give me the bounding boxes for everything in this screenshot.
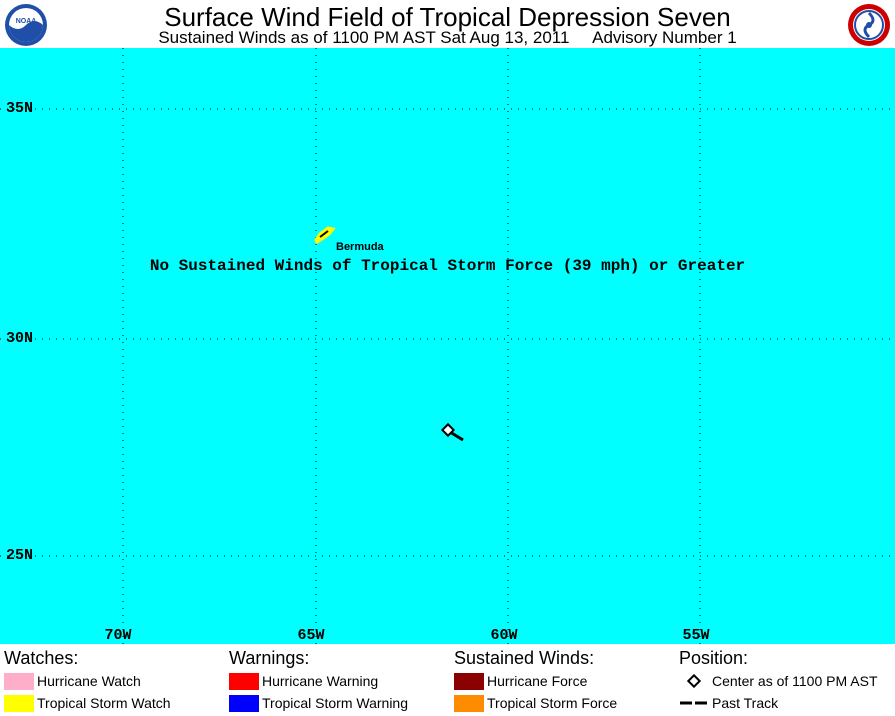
legend-label: Tropical Storm Force (487, 695, 618, 711)
tropical-storm-force-swatch (454, 694, 484, 712)
legend-label: Past Track (712, 695, 779, 711)
legend-warnings-heading: Warnings: (229, 648, 310, 668)
no-wind-message: No Sustained Winds of Tropical Storm For… (149, 257, 746, 275)
legend-label: Hurricane Force (487, 673, 588, 689)
noaa-logo: NOAA (5, 4, 47, 46)
lat-label-25n: 25N (6, 547, 34, 564)
tropical-storm-watch-swatch (4, 694, 34, 712)
legend: Watches: Hurricane Watch Tropical Storm … (0, 644, 895, 716)
diamond-icon (679, 673, 709, 690)
tropical-storm-warning-swatch (229, 694, 259, 712)
hurricane-force-swatch (454, 672, 484, 690)
storm-center-diamond (440, 422, 456, 438)
dashed-line-icon (679, 695, 709, 712)
legend-position-heading: Position: (679, 648, 749, 668)
legend-item-tropical-storm-watch: Tropical Storm Watch (4, 692, 171, 714)
lon-label-70w: 70W (104, 627, 132, 644)
lon-label-55w: 55W (682, 627, 710, 644)
bermuda-island (314, 226, 336, 245)
legend-label: Hurricane Warning (262, 673, 379, 689)
svg-text:NOAA: NOAA (16, 18, 37, 25)
legend-item-tropical-storm-force: Tropical Storm Force (454, 692, 617, 714)
bermuda-label: Bermuda (336, 241, 384, 253)
lon-label-65w: 65W (297, 627, 325, 644)
legend-label: Tropical Storm Warning (262, 695, 409, 711)
hurricane-warning-swatch (229, 672, 259, 690)
lat-label-30n: 30N (6, 330, 34, 347)
legend-winds: Sustained Winds: Hurricane Force Tropica… (454, 648, 617, 714)
legend-watches: Watches: Hurricane Watch Tropical Storm … (4, 648, 171, 714)
legend-label: Hurricane Watch (37, 673, 141, 689)
legend-item-tropical-storm-warning: Tropical Storm Warning (229, 692, 408, 714)
legend-watches-heading: Watches: (4, 648, 79, 668)
legend-item-hurricane-warning: Hurricane Warning (229, 670, 408, 692)
lat-label-35n: 35N (6, 100, 34, 117)
legend-position: Position: Center as of 1100 PM AST Past … (679, 648, 878, 714)
legend-item-hurricane-force: Hurricane Force (454, 670, 617, 692)
nws-logo (848, 4, 890, 46)
wind-field-map: 35N 30N 25N 70W 65W 60W 55W Bermuda No S… (0, 48, 895, 644)
map-subtitle: Sustained Winds as of 1100 PM AST Sat Au… (158, 28, 737, 47)
header: NOAA Surface Wind Field of Tropical Depr… (0, 0, 895, 48)
legend-winds-heading: Sustained Winds: (454, 648, 595, 668)
map-title: Surface Wind Field of Tropical Depressio… (164, 2, 731, 32)
map-graphics (0, 48, 895, 644)
hurricane-watch-swatch (4, 672, 34, 690)
legend-item-center: Center as of 1100 PM AST (679, 670, 878, 692)
legend-item-hurricane-watch: Hurricane Watch (4, 670, 171, 692)
legend-label: Tropical Storm Watch (37, 695, 171, 711)
legend-item-past-track: Past Track (679, 692, 878, 714)
lon-label-60w: 60W (490, 627, 518, 644)
legend-warnings: Warnings: Hurricane Warning Tropical Sto… (229, 648, 408, 714)
storm-track (440, 422, 464, 442)
legend-label: Center as of 1100 PM AST (712, 673, 878, 689)
